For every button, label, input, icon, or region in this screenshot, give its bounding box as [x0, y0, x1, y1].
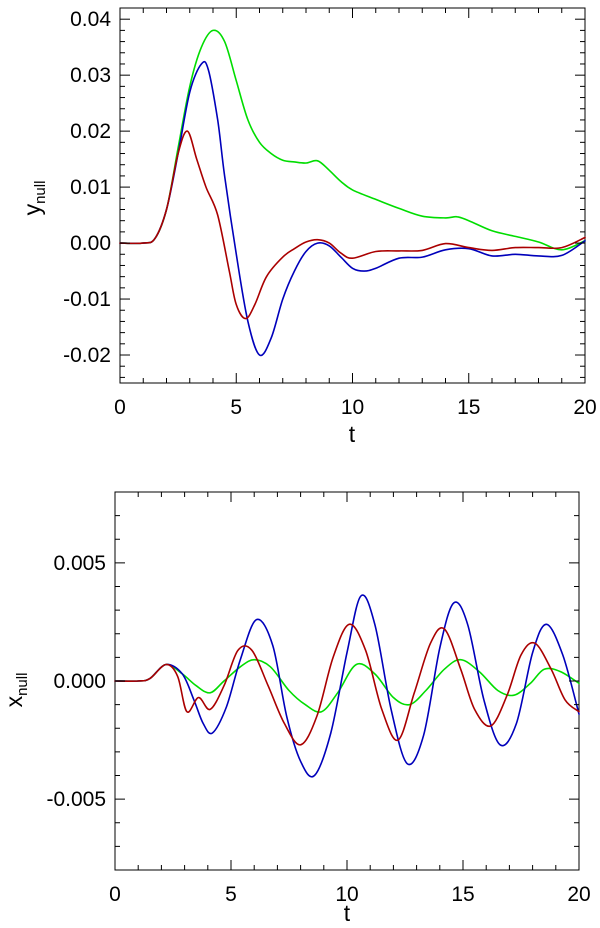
y-tick-label: 0.03 [70, 64, 111, 87]
series-line [114, 594, 580, 778]
panel-ynull: 0 5 10 15 20 -0.02-0.010.000.010.020.030.04 … [19, 7, 597, 447]
x-ticks: 0 5 10 15 20 [109, 492, 591, 906]
y-tick-label: -0.005 [46, 788, 106, 811]
x-tick-label: 5 [230, 396, 242, 419]
y-axis-label-sub: null [32, 181, 49, 204]
y-tick-label: 0.02 [70, 120, 111, 143]
series-line [119, 60, 586, 357]
x-tick-label: 5 [225, 883, 237, 906]
y-tick-label: 0.04 [70, 8, 111, 31]
y-axis-label-sub: null [14, 673, 31, 696]
series-group [119, 29, 586, 357]
y-axis-label-main: x [1, 695, 27, 707]
y-tick-label: 0.000 [53, 670, 106, 693]
panel-xnull: 0 5 10 15 20 -0.005 0.000 0.005 t xnull [1, 491, 591, 926]
y-ticks: -0.02 -0.01 0.00 0.01 0.02 0.03 0.04 [63, 7, 585, 378]
x-tick-label: 0 [114, 396, 126, 419]
y-tick-label: 0.005 [53, 552, 106, 575]
series-group [114, 594, 580, 778]
y-tick-label: 0.00 [70, 232, 111, 255]
x-tick-label: 20 [567, 883, 590, 906]
x-axis-label: t [349, 421, 356, 447]
x-tick-label: 20 [573, 396, 596, 419]
y-tick-label: -0.01 [63, 288, 111, 311]
series-line [119, 130, 586, 320]
x-tick-label: 15 [457, 396, 480, 419]
series-line [114, 623, 580, 746]
series-line [114, 658, 580, 713]
x-tick-label: 0 [109, 883, 121, 906]
x-axis-label: t [344, 900, 351, 926]
x-tick-label: 15 [451, 883, 474, 906]
y-axis-label: ynull [19, 181, 49, 216]
y-tick-label: -0.02 [63, 344, 111, 367]
x-tick-label: 10 [335, 883, 358, 906]
y-tick-label: 0.01 [70, 176, 111, 199]
y-axis-label-main: y [19, 203, 45, 215]
plot-frame [114, 491, 580, 871]
series-line [119, 29, 586, 251]
y-axis-label: xnull [1, 673, 31, 708]
x-tick-label: 10 [341, 396, 364, 419]
x-ticks: 0 5 10 15 20 [114, 8, 597, 419]
y-ticks: -0.005 0.000 0.005 [46, 491, 579, 871]
plot-frame [119, 7, 586, 384]
